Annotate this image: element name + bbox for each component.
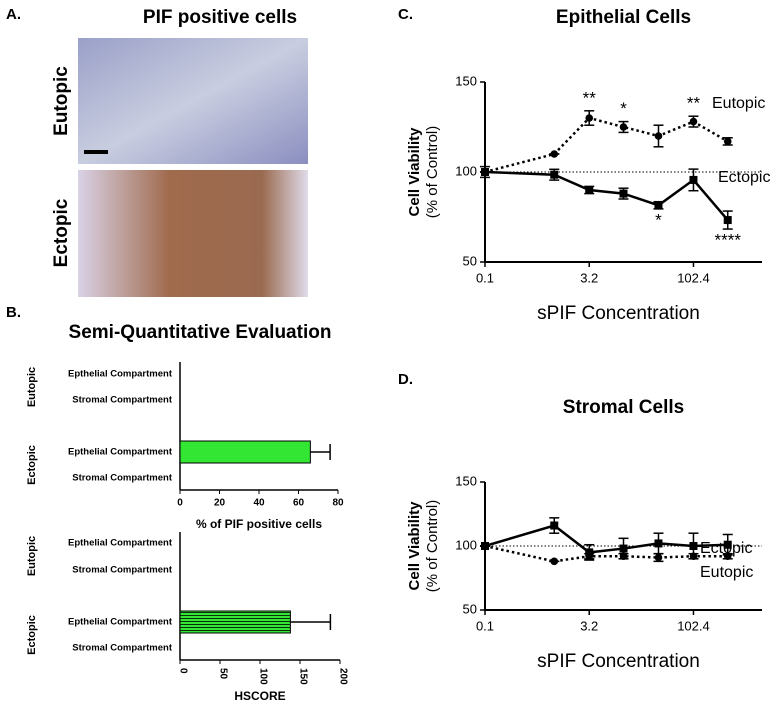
marker bbox=[689, 175, 698, 184]
marker bbox=[723, 552, 732, 561]
marker bbox=[689, 542, 698, 550]
y-tick-label: 50 bbox=[463, 253, 477, 268]
x-tick-label: 200 bbox=[337, 668, 348, 685]
annotation: ** bbox=[687, 94, 701, 113]
marker bbox=[654, 539, 663, 548]
y-tick-label: Stromal Compartment bbox=[72, 395, 173, 406]
marker bbox=[550, 557, 559, 566]
y-tick-label: 150 bbox=[455, 473, 477, 488]
marker bbox=[619, 123, 628, 131]
panel-label: B. bbox=[6, 304, 21, 321]
marker bbox=[550, 521, 559, 530]
annotation: * bbox=[620, 99, 627, 118]
series-label: Eutopic bbox=[712, 95, 765, 112]
y-tick-label: Epthelial Compartment bbox=[68, 447, 173, 458]
series-label: Eutopic bbox=[700, 564, 753, 581]
group-label: Eutopic bbox=[26, 367, 38, 407]
series-label: Ectopic bbox=[700, 540, 752, 557]
chart-title: Stromal Cells bbox=[563, 397, 684, 418]
x-tick-label: 102.4 bbox=[677, 618, 710, 633]
marker bbox=[619, 189, 628, 198]
image-label: Ectopic bbox=[51, 198, 72, 267]
y-tick-label: Stromal Compartment bbox=[72, 565, 173, 576]
x-tick-label: 3.2 bbox=[580, 618, 598, 633]
annotation: **** bbox=[714, 231, 741, 250]
panel-label: D. bbox=[398, 371, 413, 388]
annotation: * bbox=[655, 210, 662, 229]
marker bbox=[654, 132, 663, 140]
y-axis-label: Cell Viability bbox=[406, 501, 423, 591]
marker bbox=[550, 150, 559, 158]
x-tick-label: 0.1 bbox=[476, 618, 494, 633]
marker bbox=[585, 114, 594, 122]
marker bbox=[689, 117, 698, 126]
scale-bar bbox=[84, 150, 108, 154]
y-tick-label: 100 bbox=[455, 163, 477, 178]
group-label: Eutopic bbox=[26, 536, 38, 576]
x-axis-label: sPIF Concentration bbox=[537, 303, 700, 324]
marker bbox=[689, 552, 698, 561]
section-title: Semi-Quantitative Evaluation bbox=[69, 322, 332, 343]
bar bbox=[179, 610, 291, 634]
y-tick-label: Epthelial Compartment bbox=[68, 538, 173, 549]
marker bbox=[654, 201, 663, 210]
chart-title: Epithelial Cells bbox=[556, 7, 691, 28]
marker bbox=[481, 168, 489, 176]
marker bbox=[619, 544, 628, 553]
x-axis-label: % of PIF positive cells bbox=[196, 517, 322, 531]
x-tick-label: 150 bbox=[297, 668, 308, 685]
y-axis-label: (% of Control) bbox=[424, 500, 441, 593]
marker bbox=[481, 542, 489, 550]
group-label: Ectopic bbox=[26, 445, 38, 485]
x-axis-label: HSCORE bbox=[234, 689, 285, 703]
marker bbox=[585, 186, 594, 194]
y-axis-label: Cell Viability bbox=[406, 127, 423, 217]
x-axis-label: sPIF Concentration bbox=[537, 651, 700, 672]
marker bbox=[723, 216, 732, 225]
panel-label: C. bbox=[398, 6, 413, 23]
data-line bbox=[484, 116, 729, 174]
bar bbox=[179, 440, 311, 464]
group-label: Ectopic bbox=[26, 615, 38, 655]
x-tick-label: 50 bbox=[217, 668, 228, 680]
marker bbox=[723, 540, 732, 549]
y-tick-label: Epthelial Compartment bbox=[68, 369, 173, 380]
y-tick-label: 50 bbox=[463, 601, 477, 616]
x-tick-label: 20 bbox=[214, 498, 226, 509]
y-tick-label: Stromal Compartment bbox=[72, 643, 173, 654]
panel-title: PIF positive cells bbox=[143, 7, 297, 28]
micrograph bbox=[78, 170, 308, 297]
y-tick-label: Epthelial Compartment bbox=[68, 617, 173, 628]
x-tick-label: 100 bbox=[257, 668, 268, 685]
y-axis-label: (% of Control) bbox=[424, 126, 441, 219]
micrograph bbox=[78, 38, 308, 164]
x-tick-label: 0 bbox=[177, 498, 183, 509]
series-label: Ectopic bbox=[718, 169, 770, 186]
y-tick-label: 150 bbox=[455, 73, 477, 88]
x-tick-label: 3.2 bbox=[580, 270, 598, 285]
x-tick-label: 60 bbox=[293, 498, 305, 509]
marker bbox=[585, 548, 594, 557]
x-tick-label: 0 bbox=[177, 668, 188, 674]
marker bbox=[654, 553, 663, 562]
x-tick-label: 102.4 bbox=[677, 270, 710, 285]
marker bbox=[619, 552, 628, 561]
marker bbox=[585, 552, 594, 561]
annotation: ** bbox=[583, 88, 597, 107]
x-tick-label: 80 bbox=[332, 498, 344, 509]
y-tick-label: Stromal Compartment bbox=[72, 473, 173, 484]
marker bbox=[550, 170, 559, 179]
x-tick-label: 0.1 bbox=[476, 270, 494, 285]
y-tick-label: 100 bbox=[455, 537, 477, 552]
x-tick-label: 40 bbox=[253, 498, 265, 509]
panel-label: A. bbox=[6, 6, 21, 23]
image-label: Eutopic bbox=[51, 66, 72, 136]
marker bbox=[723, 137, 732, 146]
